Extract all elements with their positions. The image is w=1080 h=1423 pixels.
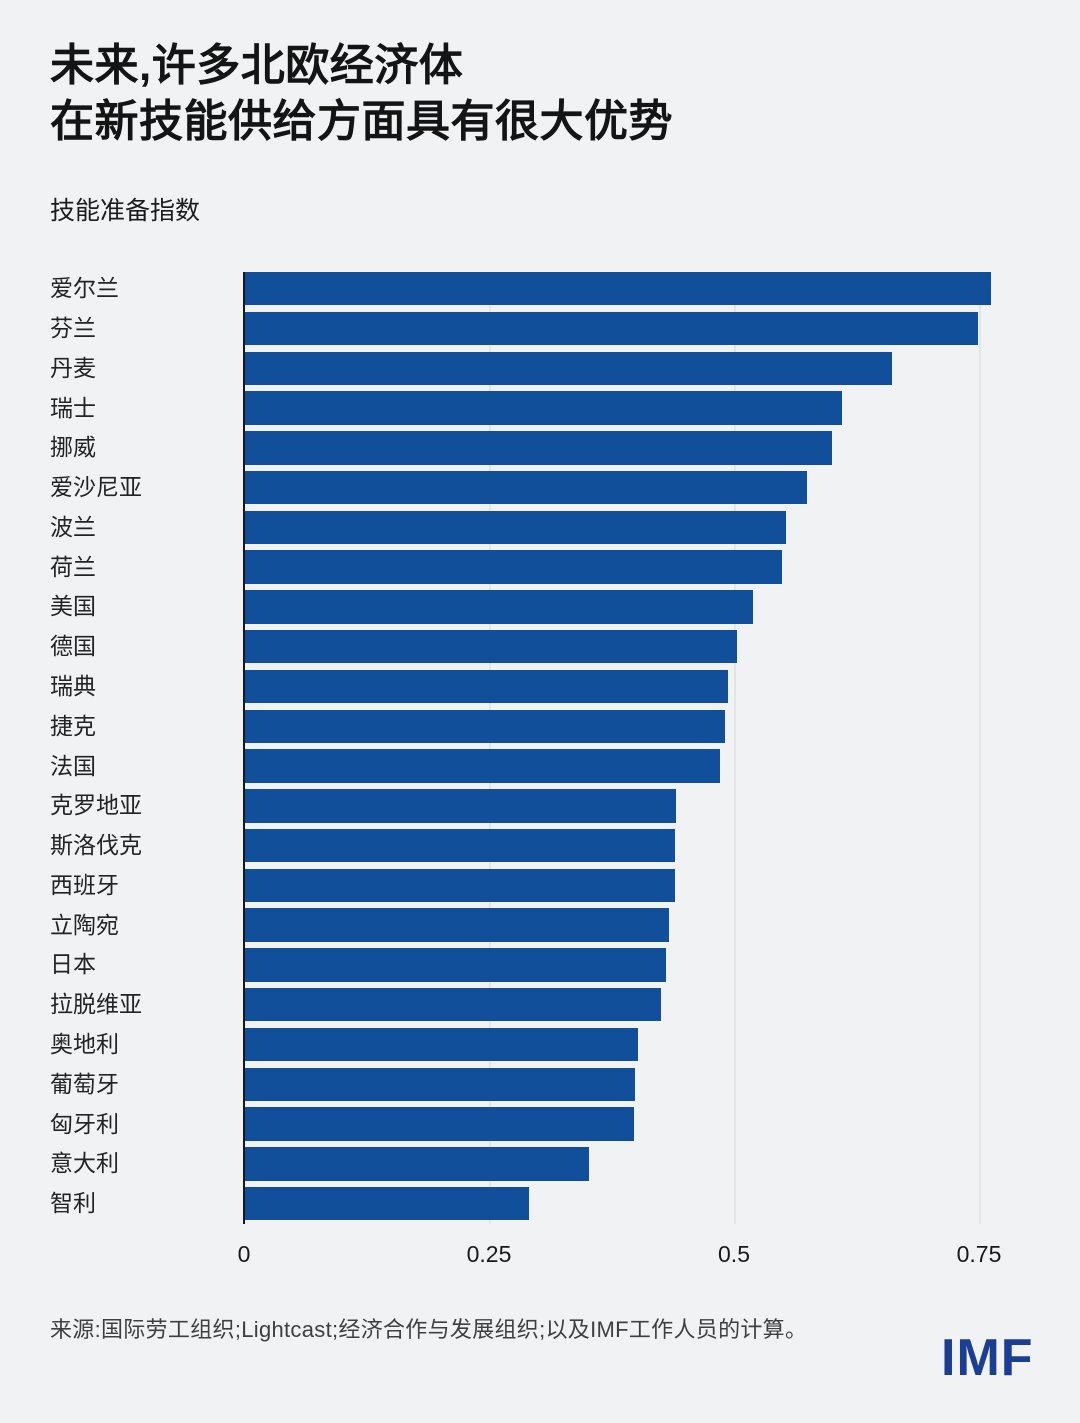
country-label-葡萄牙: 葡萄牙 (50, 1070, 119, 1097)
country-label-法国: 法国 (50, 752, 96, 779)
x-tick-label-0.5: 0.5 (718, 1241, 750, 1267)
country-label-捷克: 捷克 (50, 712, 96, 739)
x-tick-label-0.75: 0.75 (956, 1241, 1002, 1267)
bar-意大利 (244, 1147, 589, 1181)
country-label-奥地利: 奥地利 (50, 1031, 119, 1058)
bar-匈牙利 (244, 1107, 635, 1141)
country-label-瑞士: 瑞士 (50, 394, 96, 421)
country-label-荷兰: 荷兰 (50, 553, 96, 580)
imf-logo: IMF (941, 1329, 1034, 1387)
country-label-拉脱维亚: 拉脱维亚 (50, 991, 142, 1018)
gridline-0.75 (979, 272, 981, 1224)
bar-智利 (244, 1186, 530, 1221)
bar-瑞典 (244, 669, 729, 704)
bar-立陶宛 (244, 908, 670, 942)
bar-斯洛伐克 (244, 828, 676, 863)
country-label-爱沙尼亚: 爱沙尼亚 (50, 474, 142, 501)
y-axis-zero-line (243, 272, 245, 1224)
source-note: 来源:国际劳工组织;Lightcast;经济合作与发展组织;以及IMF工作人员的… (50, 1317, 808, 1342)
bar-爱尔兰 (244, 272, 991, 306)
bar-瑞士 (244, 391, 842, 425)
bar-波兰 (244, 510, 786, 545)
bar-丹麦 (244, 351, 892, 385)
page-title: 未来,许多北欧经济体 在新技能供给方面具有很大优势 (50, 38, 673, 150)
bar-克罗地亚 (244, 789, 677, 823)
gridline-0.25 (489, 272, 491, 1224)
country-label-德国: 德国 (50, 633, 96, 660)
chart-subtitle: 技能准备指数 (50, 197, 201, 225)
country-label-智利: 智利 (50, 1190, 96, 1217)
country-label-挪威: 挪威 (50, 434, 96, 461)
country-label-日本: 日本 (50, 951, 96, 978)
bar-美国 (244, 590, 753, 624)
gridline-0.5 (734, 272, 736, 1224)
bar-奥地利 (244, 1027, 638, 1062)
country-label-斯洛伐克: 斯洛伐克 (50, 832, 142, 859)
page-title-line-2: 在新技能供给方面具有很大优势 (50, 96, 673, 146)
country-label-芬兰: 芬兰 (50, 314, 96, 341)
bar-荷兰 (244, 550, 783, 584)
bar-拉脱维亚 (244, 988, 661, 1022)
country-label-爱尔兰: 爱尔兰 (50, 275, 119, 302)
plot-area (243, 272, 1033, 1224)
country-label-立陶宛: 立陶宛 (50, 911, 119, 938)
bar-德国 (244, 630, 737, 664)
bar-法国 (244, 749, 721, 783)
country-label-西班牙: 西班牙 (50, 871, 119, 898)
country-label-意大利: 意大利 (50, 1150, 119, 1177)
country-label-克罗地亚: 克罗地亚 (50, 792, 142, 819)
bar-芬兰 (244, 311, 979, 346)
country-label-丹麦: 丹麦 (50, 354, 96, 381)
bar-西班牙 (244, 868, 676, 903)
bar-捷克 (244, 709, 726, 743)
bar-葡萄牙 (244, 1067, 636, 1101)
bar-日本 (244, 948, 667, 982)
x-tick-label-0: 0 (237, 1241, 251, 1267)
bar-挪威 (244, 431, 832, 465)
page-title-line-1: 未来,许多北欧经济体 (50, 41, 464, 90)
x-tick-label-0.25: 0.25 (466, 1241, 512, 1267)
bar-爱沙尼亚 (244, 470, 807, 505)
country-label-瑞典: 瑞典 (50, 673, 96, 699)
country-label-匈牙利: 匈牙利 (50, 1110, 119, 1137)
country-label-波兰: 波兰 (50, 513, 96, 540)
country-label-美国: 美国 (50, 593, 96, 620)
